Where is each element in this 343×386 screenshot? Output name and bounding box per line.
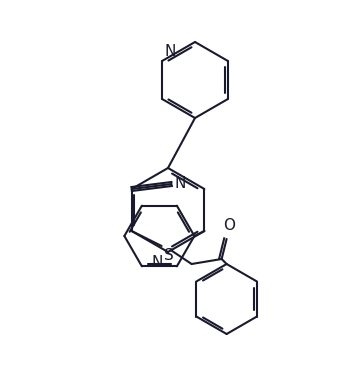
Text: N: N (175, 176, 186, 191)
Text: S: S (164, 248, 173, 263)
Text: N: N (164, 44, 176, 59)
Text: O: O (223, 218, 235, 233)
Text: N: N (152, 255, 163, 270)
